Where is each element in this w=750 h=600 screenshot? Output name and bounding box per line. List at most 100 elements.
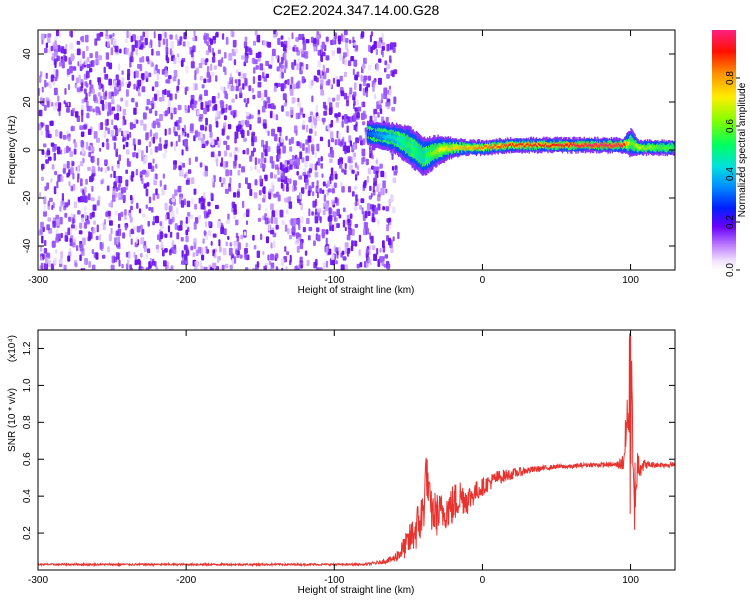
signal-cell bbox=[512, 143, 514, 146]
noise-speckle bbox=[199, 162, 203, 168]
x-tick-label: 0 bbox=[480, 575, 486, 586]
noise-speckle bbox=[204, 169, 208, 177]
signal-cell bbox=[499, 142, 501, 148]
signal-cell bbox=[585, 143, 588, 146]
noise-speckle bbox=[225, 161, 229, 168]
noise-speckle bbox=[102, 222, 106, 231]
noise-speckle bbox=[366, 203, 371, 211]
noise-speckle bbox=[272, 34, 276, 39]
noise-speckle bbox=[291, 32, 294, 40]
noise-speckle bbox=[213, 65, 217, 70]
noise-speckle bbox=[93, 94, 97, 102]
noise-speckle bbox=[298, 58, 301, 63]
signal-cell bbox=[643, 147, 646, 150]
noise-speckle bbox=[203, 231, 207, 236]
noise-speckle bbox=[271, 160, 275, 169]
noise-speckle bbox=[249, 189, 253, 196]
noise-speckle bbox=[280, 182, 284, 189]
signal-cell bbox=[636, 144, 638, 147]
noise-speckle bbox=[348, 61, 351, 66]
noise-speckle bbox=[71, 125, 75, 132]
noise-speckle bbox=[113, 136, 117, 141]
noise-speckle bbox=[241, 166, 245, 173]
signal-cell bbox=[620, 144, 623, 147]
noise-speckle bbox=[253, 192, 258, 199]
signal-cell bbox=[472, 146, 474, 149]
signal-cell bbox=[670, 146, 673, 149]
noise-speckle bbox=[335, 118, 340, 123]
noise-speckle bbox=[339, 141, 343, 147]
noise-speckle bbox=[267, 103, 272, 109]
noise-speckle bbox=[353, 113, 357, 122]
signal-cell bbox=[506, 145, 509, 148]
signal-cell bbox=[441, 146, 443, 151]
noise-speckle bbox=[76, 87, 81, 93]
noise-speckle bbox=[157, 122, 161, 128]
noise-speckle bbox=[277, 177, 281, 182]
noise-speckle bbox=[118, 213, 122, 221]
noise-speckle bbox=[74, 262, 78, 268]
noise-speckle bbox=[355, 194, 358, 202]
noise-speckle bbox=[234, 147, 238, 152]
noise-speckle bbox=[392, 42, 397, 48]
noise-speckle bbox=[352, 103, 355, 110]
noise-speckle bbox=[41, 150, 45, 155]
noise-speckle bbox=[291, 65, 295, 70]
noise-speckle bbox=[50, 142, 55, 147]
noise-speckle bbox=[341, 186, 345, 193]
signal-cell bbox=[455, 145, 457, 149]
noise-speckle bbox=[220, 182, 224, 187]
noise-speckle bbox=[344, 264, 348, 270]
noise-speckle bbox=[62, 168, 66, 174]
noise-speckle bbox=[40, 262, 44, 270]
signal-cell bbox=[402, 140, 404, 146]
signal-cell bbox=[421, 153, 424, 160]
noise-speckle bbox=[148, 206, 152, 211]
noise-speckle bbox=[321, 229, 326, 237]
noise-speckle bbox=[299, 151, 303, 160]
noise-speckle bbox=[392, 47, 396, 53]
noise-speckle bbox=[321, 189, 325, 194]
noise-speckle bbox=[263, 157, 267, 163]
signal-cell bbox=[575, 144, 577, 147]
noise-speckle bbox=[163, 111, 167, 117]
noise-speckle bbox=[180, 168, 184, 176]
signal-cell bbox=[648, 146, 651, 149]
noise-speckle bbox=[257, 117, 261, 124]
signal-cell bbox=[650, 146, 652, 151]
noise-speckle bbox=[136, 226, 141, 233]
signal-cell bbox=[660, 142, 662, 150]
noise-speckle bbox=[197, 109, 200, 116]
noise-speckle bbox=[242, 73, 246, 79]
noise-speckle bbox=[185, 65, 189, 74]
noise-speckle bbox=[282, 145, 286, 154]
signal-cell bbox=[637, 143, 639, 149]
signal-cell bbox=[438, 148, 440, 153]
noise-speckle bbox=[56, 44, 59, 53]
noise-speckle bbox=[284, 52, 287, 61]
noise-speckle bbox=[235, 48, 238, 54]
noise-speckle bbox=[306, 124, 309, 133]
noise-speckle bbox=[271, 210, 276, 218]
signal-cell bbox=[520, 144, 522, 149]
signal-cell bbox=[413, 147, 415, 154]
noise-speckle bbox=[130, 35, 133, 43]
signal-cell bbox=[573, 143, 575, 148]
noise-speckle bbox=[205, 234, 209, 241]
noise-speckle bbox=[68, 147, 71, 152]
noise-speckle bbox=[231, 98, 235, 103]
noise-speckle bbox=[235, 85, 239, 92]
signal-cell bbox=[414, 147, 416, 154]
noise-speckle bbox=[169, 34, 173, 40]
noise-speckle bbox=[336, 47, 341, 54]
signal-cell bbox=[382, 134, 384, 138]
noise-speckle bbox=[177, 79, 180, 86]
noise-speckle bbox=[363, 57, 367, 64]
noise-speckle bbox=[125, 89, 129, 97]
noise-speckle bbox=[314, 163, 318, 171]
noise-speckle bbox=[337, 112, 341, 117]
noise-speckle bbox=[131, 97, 135, 103]
signal-cell bbox=[644, 145, 647, 150]
noise-speckle bbox=[234, 241, 238, 250]
noise-speckle bbox=[120, 211, 124, 217]
